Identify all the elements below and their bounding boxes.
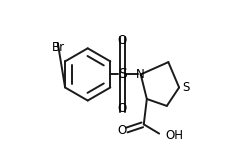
Text: S: S [118, 67, 127, 81]
Text: N: N [136, 68, 145, 81]
Text: O: O [117, 124, 127, 137]
Text: S: S [182, 81, 190, 94]
Text: OH: OH [165, 129, 183, 142]
Text: O: O [118, 102, 127, 115]
Text: O: O [118, 34, 127, 47]
Text: Br: Br [52, 41, 65, 54]
